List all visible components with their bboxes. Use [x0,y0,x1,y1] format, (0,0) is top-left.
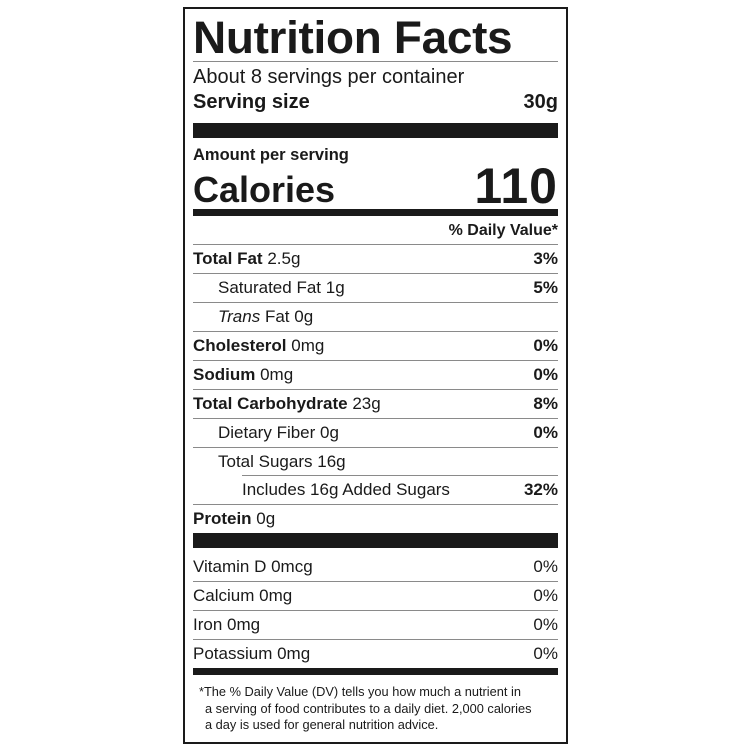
calories-row: Calories 110 [193,159,558,213]
vitamin-row-vitamin-d: Vitamin D 0mcg 0% [193,552,558,581]
nutrient-amount: 0mg [291,336,325,355]
nutrient-dv: 5% [533,278,558,297]
footnote-line: a serving of food contributes to a daily… [205,700,532,716]
footnote: *The % Daily Value (DV) tells you how mu… [193,684,558,734]
nutrient-row-total-sugars: Total Sugars 16g [193,447,558,476]
nutrient-amount: 16g [317,452,346,471]
nutrient-dv: 3% [533,249,558,268]
nutrient-amount: 0g [294,307,314,326]
nutrient-row-sodium: Sodium 0mg 0% [193,360,558,389]
calories-value: 110 [474,158,558,214]
servings-per-container: About 8 servings per container [193,66,465,88]
vitamin-name: Iron 0mg [193,615,261,634]
vitamin-dv: 0% [533,556,558,576]
nutrient-name: Total Fat [193,249,263,268]
vitamin-row-potassium: Potassium 0mg 0% [193,639,558,668]
nutrient-row-dietary-fiber: Dietary Fiber 0g 0% [193,418,558,447]
serving-size-value: 30g [523,91,558,113]
nutrient-dv: 8% [533,394,558,413]
nutrient-name: Protein [193,509,252,528]
nutrient-row-saturated-fat: Saturated Fat 1g 5% [193,273,558,302]
nutrient-row-added-sugars: Includes 16g Added Sugars 32% [193,475,558,504]
nutrient-amount: 0g [256,509,276,528]
nutrient-dv: 32% [523,480,558,499]
vitamin-name: Potassium 0mg [193,644,311,663]
nutrient-dv: 0% [533,365,558,384]
nutrient-name: Includes 16g Added Sugars [242,480,450,499]
nutrient-dv: 0% [533,423,558,442]
nutrient-amount: 1g [325,278,345,297]
serving-size-label: Serving size [193,91,310,113]
vitamin-row-calcium: Calcium 0mg 0% [193,581,558,610]
nutrient-name: Cholesterol [193,336,287,355]
nutrient-name: Total Sugars [218,452,313,471]
vitamin-dv: 0% [533,615,558,634]
nutrient-amount: 0mg [260,365,294,384]
nutrient-name: Dietary Fiber [218,423,316,442]
nutrition-facts-label: Nutrition Facts About 8 servings per con… [183,7,568,744]
nutrient-name: Saturated Fat [218,278,322,297]
label-title: Nutrition Facts [193,12,513,63]
thick-divider [193,533,558,548]
serving-size-row: Serving size 30g [193,90,558,114]
calories-label: Calories [193,169,336,210]
daily-value-header: % Daily Value* [448,222,558,239]
footnote-line: a day is used for general nutrition advi… [205,717,439,732]
amount-per-serving: Amount per serving [193,146,349,164]
vitamin-dv: 0% [533,586,558,605]
nutrient-row-protein: Protein 0g [193,504,558,533]
vitamin-row-iron: Iron 0mg 0% [193,610,558,639]
divider [193,61,558,62]
nutrient-name: Fat [264,307,290,326]
vitamin-dv: 0% [533,644,558,663]
nutrient-row-total-carbohydrate: Total Carbohydrate 23g 8% [193,389,558,418]
medium-divider [193,668,558,675]
medium-divider [193,209,558,216]
nutrient-row-trans-fat: Trans Fat 0g [193,302,558,331]
thick-divider [193,123,558,138]
nutrient-amount: 0g [320,423,339,442]
vitamin-name: Vitamin D 0mcg [193,556,313,576]
footnote-line: *The % Daily Value (DV) tells you how mu… [199,684,521,699]
vitamin-list: Vitamin D 0mcg 0% Calcium 0mg 0% Iron 0m… [193,552,558,668]
nutrient-name: Total Carbohydrate [193,394,348,413]
nutrient-name: Sodium [193,365,256,384]
nutrient-name-italic: Trans [218,307,261,326]
nutrient-list: Total Fat 2.5g 3% Saturated Fat 1g 5% Tr… [193,244,558,533]
nutrient-amount: 2.5g [267,249,301,268]
nutrient-row-cholesterol: Cholesterol 0mg 0% [193,331,558,360]
nutrient-dv: 0% [533,336,558,355]
nutrient-amount: 23g [352,394,381,413]
vitamin-name: Calcium 0mg [193,586,293,605]
nutrient-row-total-fat: Total Fat 2.5g 3% [193,244,558,273]
